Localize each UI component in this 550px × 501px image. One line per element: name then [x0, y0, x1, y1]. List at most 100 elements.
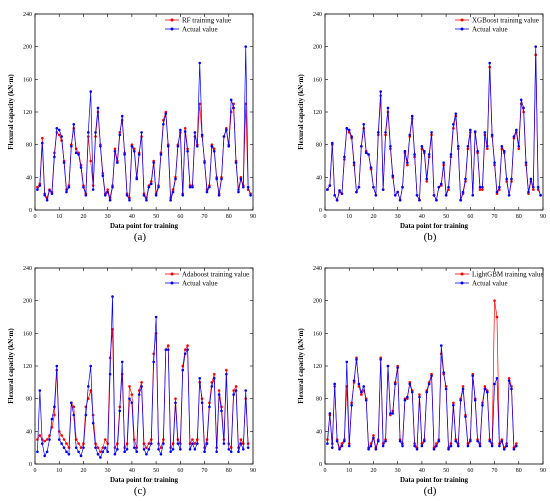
data-point	[198, 102, 202, 106]
legend-entry: Actual value	[182, 279, 218, 287]
data-point	[442, 371, 445, 374]
data-point	[488, 61, 492, 65]
data-point	[149, 182, 153, 186]
data-point	[208, 185, 211, 189]
data-point	[57, 438, 61, 441]
data-point	[222, 135, 226, 138]
x-tick-label: 50	[153, 468, 159, 474]
data-point	[481, 403, 484, 407]
data-point	[137, 153, 141, 156]
chart-panel-2: 0 40 80 120 160 200 240 0 10 20 30 40 50 60 70 80 90 Data…	[297, 12, 546, 243]
data-point	[408, 133, 412, 137]
data-point	[246, 185, 250, 189]
data-point	[449, 153, 453, 156]
data-point	[379, 358, 383, 361]
data-point	[212, 376, 216, 380]
data-point	[476, 149, 479, 153]
data-point	[169, 450, 172, 454]
data-point	[225, 368, 228, 372]
data-point	[493, 161, 496, 164]
data-point	[164, 348, 168, 351]
data-point	[89, 364, 93, 368]
y-tick-label: 80	[26, 397, 32, 403]
data-point	[82, 446, 85, 449]
data-point	[186, 348, 189, 351]
data-point	[330, 446, 334, 449]
data-point	[229, 450, 233, 454]
data-point	[369, 166, 373, 169]
series-line	[37, 296, 249, 459]
data-point	[133, 446, 136, 449]
data-point	[495, 376, 499, 380]
data-point	[439, 344, 443, 347]
x-tick-label: 30	[105, 468, 111, 474]
series-line	[327, 300, 517, 449]
data-point	[79, 454, 83, 458]
legend-marker	[170, 18, 174, 22]
data-point	[147, 185, 151, 189]
legend-marker	[460, 272, 464, 276]
data-point	[420, 145, 424, 148]
data-point	[396, 366, 399, 369]
data-point	[186, 149, 189, 153]
data-point	[137, 389, 141, 392]
data-point	[77, 153, 80, 156]
data-point	[408, 382, 412, 386]
x-tick-label: 20	[80, 468, 86, 474]
data-point	[505, 444, 508, 448]
data-point	[515, 128, 518, 132]
data-point	[500, 145, 504, 148]
data-point	[355, 358, 358, 361]
data-point	[459, 198, 462, 202]
data-point	[430, 374, 433, 378]
data-point	[125, 194, 129, 197]
data-point	[340, 444, 344, 448]
data-point	[94, 446, 97, 449]
data-point	[398, 198, 402, 202]
legend-entry: Adaboost training value	[182, 270, 249, 278]
data-point	[391, 412, 395, 415]
data-point	[36, 188, 39, 191]
data-point	[362, 385, 366, 388]
data-point	[128, 385, 131, 388]
data-point	[384, 439, 387, 443]
data-point	[145, 446, 148, 449]
data-point	[401, 185, 404, 189]
data-point	[425, 180, 429, 183]
data-point	[410, 390, 414, 394]
data-point	[473, 399, 477, 402]
data-point	[439, 182, 443, 186]
data-point	[466, 145, 470, 148]
data-point	[120, 114, 124, 118]
data-point	[72, 122, 76, 126]
data-point	[338, 448, 341, 451]
data-point	[36, 438, 39, 441]
y-tick-label: 160	[23, 331, 32, 337]
data-point	[437, 185, 441, 189]
data-point	[53, 155, 56, 159]
data-point	[413, 444, 416, 448]
data-point	[159, 446, 163, 449]
data-point	[345, 360, 349, 364]
data-point	[125, 448, 129, 451]
data-point	[79, 166, 83, 169]
data-point	[99, 450, 102, 454]
data-point	[111, 185, 114, 189]
data-point	[483, 131, 487, 134]
data-point	[476, 439, 479, 443]
data-point	[62, 161, 66, 164]
x-tick-label: 40	[129, 214, 135, 220]
data-point	[244, 389, 248, 392]
data-point	[398, 439, 402, 443]
data-point	[174, 177, 177, 181]
legend-entry: LightGBM training value	[472, 270, 544, 278]
data-point	[133, 438, 136, 441]
data-point	[532, 185, 535, 189]
data-point	[162, 442, 165, 445]
data-point	[326, 442, 329, 445]
legend-marker	[170, 281, 174, 285]
panel-label: (d)	[424, 485, 437, 497]
data-point	[157, 448, 160, 451]
data-point	[364, 151, 368, 155]
data-point	[249, 194, 252, 197]
